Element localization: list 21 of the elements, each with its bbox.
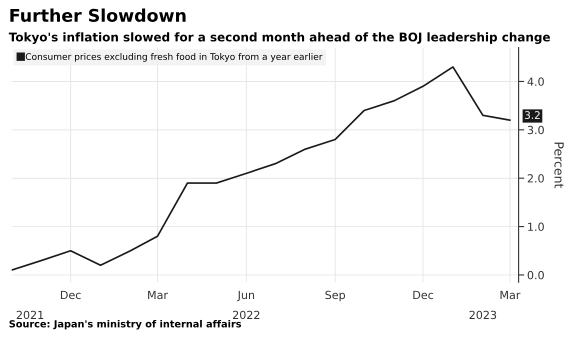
x-tick-label: Mar xyxy=(148,290,168,300)
y-tick-label: 1.0 xyxy=(528,222,544,231)
x-tick-label: Sep xyxy=(325,290,346,302)
source-note: Source: Japan's ministry of internal affairs xyxy=(9,320,242,330)
chart-subtitle: Tokyo's inflation slowed for a second month ahead of the BOJ leadership change xyxy=(8,32,550,44)
data-label: 3.2 xyxy=(524,111,540,120)
x2-tick-label: 2021 xyxy=(16,310,44,320)
x-tick-label: Dec xyxy=(413,290,434,300)
y-axis-title: Percent xyxy=(554,142,564,188)
legend-label: Consumer prices excluding fresh food in Tokyo from a year earlier xyxy=(26,53,323,62)
x-tick-label: Dec xyxy=(60,290,81,300)
x-tick-label: Mar xyxy=(500,290,520,300)
y-tick-label: 4.0 xyxy=(527,77,544,86)
y-tick-label: 2.0 xyxy=(528,174,544,183)
y-tick-label: 0.0 xyxy=(528,270,544,280)
y-tick-label: 3.0 xyxy=(528,126,544,134)
x2-tick-label: 2023 xyxy=(470,310,496,320)
chart-title: Further Slowdown xyxy=(10,8,186,22)
x2-tick-label: 2022 xyxy=(233,310,260,320)
line-series xyxy=(12,66,511,271)
x-tick-label: Jun xyxy=(237,290,254,302)
